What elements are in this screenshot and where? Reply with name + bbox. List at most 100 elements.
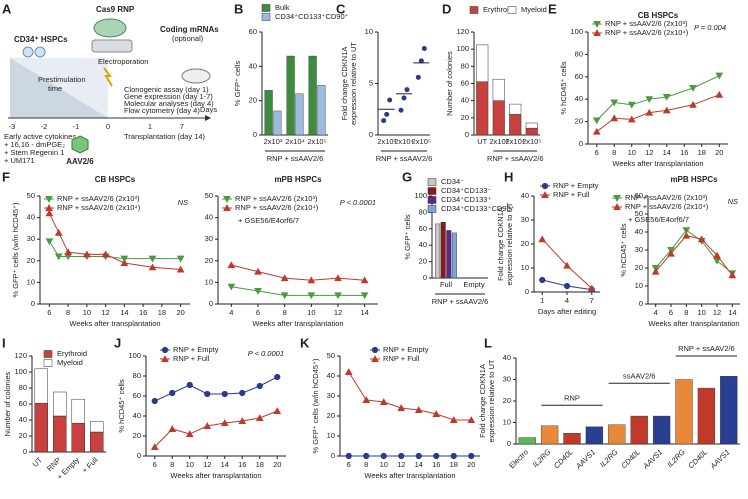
point	[168, 425, 177, 432]
legend-label: RNP + ssAAV2/6 (2x10³)	[57, 194, 140, 203]
panel-label: E	[548, 1, 557, 16]
bar	[652, 415, 671, 445]
legend-label: RNP + ssAAV2/6 (2x10⁴)	[605, 28, 689, 37]
series-line	[231, 286, 365, 296]
legend-marker	[371, 346, 379, 354]
legend-label: Erythroid	[57, 349, 87, 358]
bar-segment	[525, 122, 538, 129]
legend-label: RNP + ssAAV2/6 (2x10⁴)	[235, 203, 319, 212]
point	[227, 283, 236, 291]
legend-label: CD34⁻	[441, 177, 464, 186]
x-tick-label: 14	[415, 460, 423, 469]
cytokine-text: + UM171	[4, 156, 35, 165]
x-tick-label: 2x10⁵	[522, 137, 541, 146]
x-tick-label: 14	[360, 308, 368, 317]
legend-marker	[593, 29, 601, 36]
point	[64, 248, 72, 256]
x-tick-label: 8	[170, 460, 174, 469]
legend-swatch	[507, 6, 517, 14]
y-tick-label: 60	[635, 191, 643, 200]
y-tick-label: 30	[205, 234, 213, 243]
bar	[317, 85, 326, 136]
y-tick-label: 0	[507, 439, 511, 448]
point	[398, 452, 405, 460]
x-tick-label: 16	[238, 460, 246, 469]
point	[627, 115, 636, 123]
point	[379, 398, 388, 405]
x-tick-label: 14	[728, 308, 736, 317]
x-axis-label: Weeks after transplantation	[69, 319, 160, 328]
y-tick-label: 10	[635, 281, 643, 290]
y-axis-label: expression relative to UT	[487, 359, 496, 442]
y-tick-label: 20	[205, 256, 213, 265]
y-axis-label: % GFP⁺ cells	[403, 214, 412, 259]
x-tick-label: Electro	[507, 447, 530, 470]
bar	[435, 223, 441, 279]
point	[450, 452, 457, 460]
bar	[264, 90, 273, 136]
y-tick-label: 20	[575, 117, 583, 126]
point	[715, 72, 724, 80]
x-tick-label: 12	[101, 308, 109, 317]
y-tick-label: 30	[521, 215, 529, 224]
assay-text: Transplantation (day 14)	[124, 132, 206, 141]
y-axis-label: % hCD45⁺ cells	[117, 379, 126, 432]
x-tick-label: 2x10⁵	[307, 137, 326, 146]
point	[401, 95, 407, 101]
y-tick-label: 0	[423, 273, 427, 282]
x-tick-label: 20	[467, 460, 475, 469]
x-tick-label: 14	[120, 308, 128, 317]
x-tick-label: 18	[698, 148, 706, 157]
legend-label: Erythroid	[483, 5, 513, 14]
y-tick-label: 100	[414, 191, 427, 200]
x-axis-label: Weeks after transplantation	[612, 159, 703, 168]
legend-marker	[541, 191, 549, 198]
y-tick-label: 30	[27, 234, 35, 243]
y-tick-label: 0	[23, 447, 27, 456]
point	[384, 111, 390, 117]
legend-label: Myeloid	[57, 358, 83, 367]
y-tick-label: 50	[205, 191, 213, 200]
x-tick-label: 10	[628, 148, 636, 157]
x-tick-label: CD40L	[552, 447, 575, 470]
legend-label: RNP + Full	[173, 354, 210, 363]
y-tick-label: 0	[465, 130, 469, 139]
x-tick-label: UT	[477, 137, 487, 146]
legend-swatch	[427, 196, 437, 204]
point	[592, 117, 601, 125]
legend-marker	[371, 355, 379, 362]
point	[238, 417, 247, 424]
panel-label: I	[2, 335, 6, 350]
point	[592, 127, 601, 135]
x-axis-label: Weeks after transplantation	[364, 471, 455, 480]
y-tick-label: 10	[365, 27, 373, 36]
y-tick-label: 0	[137, 451, 141, 460]
x-axis-label: RNP + ssAAV2/6	[376, 154, 433, 163]
bar-segment	[509, 103, 522, 115]
point	[176, 255, 185, 263]
y-tick-label: 80	[133, 371, 141, 380]
y-tick-label: 40	[635, 227, 643, 236]
point	[120, 255, 129, 263]
point	[467, 416, 476, 423]
x-tick-label: 2x10³	[264, 137, 283, 146]
y-tick-label: 40	[27, 213, 35, 222]
y-tick-label: 30	[503, 374, 511, 383]
x-tick-label: 8	[66, 308, 70, 317]
point	[169, 389, 176, 397]
assay-text: Clonogenic assay (day 1)	[124, 85, 209, 94]
bar	[563, 433, 581, 445]
bar	[540, 425, 559, 445]
point	[185, 430, 194, 437]
prestim-label: time	[48, 84, 62, 93]
x-tick-label: 12	[713, 308, 721, 317]
bar-segment	[525, 127, 538, 136]
chart-title: CB HSPCs	[638, 11, 679, 20]
panel-label: L	[484, 335, 492, 350]
point	[610, 114, 619, 122]
point	[667, 249, 675, 257]
chart-title: CB HSPCs	[95, 175, 136, 184]
group-label: ssAAV2/6	[623, 371, 655, 380]
point	[334, 292, 342, 300]
